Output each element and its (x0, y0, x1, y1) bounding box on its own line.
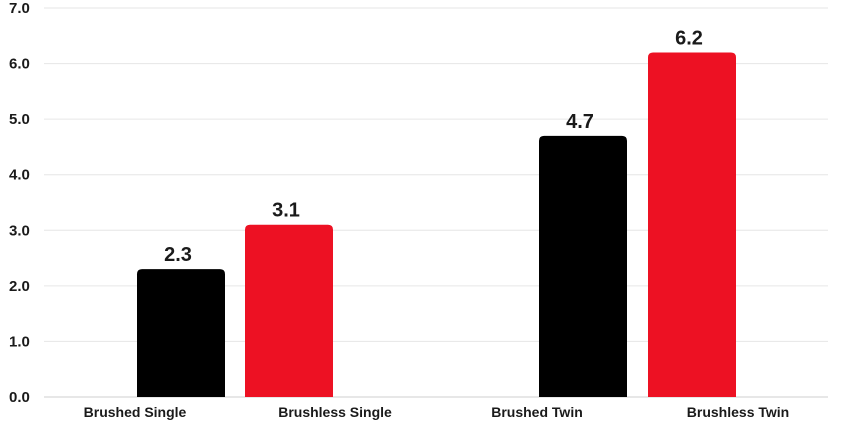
y-tick-label: 1.0 (9, 333, 30, 350)
x-category-label: Brushed Twin (491, 404, 583, 420)
bar-brushless-twin (648, 52, 736, 397)
y-tick-label: 0.0 (9, 389, 30, 406)
value-label: 4.7 (566, 111, 594, 133)
y-tick-label: 5.0 (9, 111, 30, 128)
y-tick-label: 3.0 (9, 222, 30, 239)
bar-brushless-single (245, 224, 333, 397)
bars (137, 52, 736, 398)
x-category-label: Brushless Single (278, 404, 392, 420)
y-tick-label: 6.0 (9, 56, 30, 73)
y-tick-label: 2.0 (9, 278, 30, 295)
y-tick-label: 7.0 (9, 0, 30, 17)
bar-brushed-twin (539, 135, 627, 398)
value-label: 2.3 (164, 244, 192, 266)
x-axis: Brushed Single Brushless Single Brushed Tw… (84, 404, 790, 420)
value-label: 6.2 (675, 27, 703, 49)
x-category-label: Brushless Twin (687, 404, 789, 420)
y-tick-label: 4.0 (9, 167, 30, 184)
value-labels: 2.3 3.1 4.7 6.2 (164, 27, 703, 266)
x-category-label: Brushed Single (84, 404, 187, 420)
y-axis: 0.0 1.0 2.0 3.0 4.0 5.0 6.0 7.0 (9, 0, 30, 406)
value-label: 3.1 (272, 200, 300, 222)
bar-brushed-single (137, 269, 225, 397)
